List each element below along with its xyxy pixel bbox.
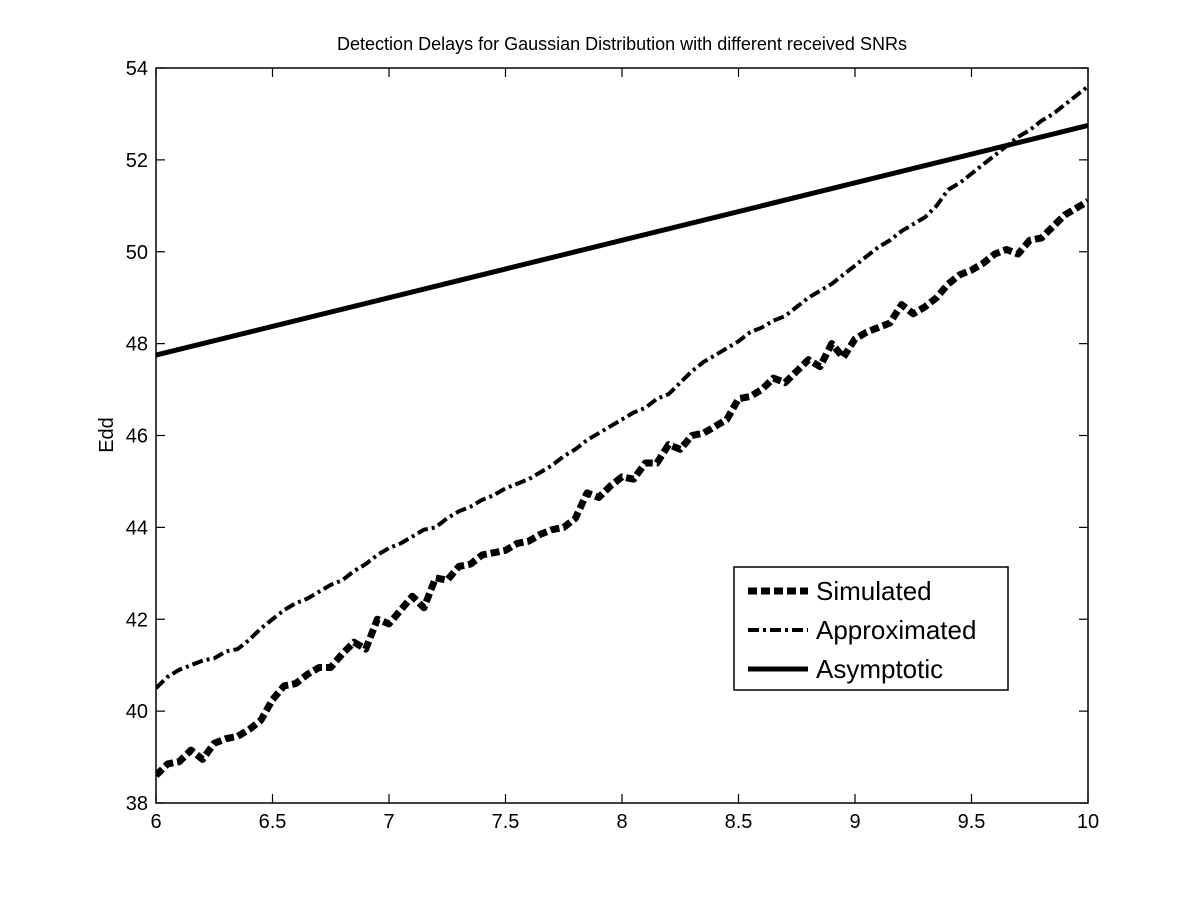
x-tick-label: 10 — [1077, 811, 1099, 833]
series-layer — [156, 84, 1088, 778]
y-tick-label: 42 — [126, 609, 148, 631]
y-tick-label: 40 — [126, 701, 148, 723]
y-tick-label: 52 — [126, 150, 148, 172]
legend-label-asymptotic: Asymptotic — [816, 654, 943, 684]
plot-frame — [155, 67, 1089, 804]
y-axis-label: Edd — [96, 417, 118, 453]
series-line-asymptotic — [156, 122, 1088, 358]
chart-title: Detection Delays for Gaussian Distributi… — [337, 34, 907, 54]
legend: Simulated Approximated Asymptotic — [733, 566, 1009, 691]
y-tick-label: 54 — [126, 58, 148, 80]
x-tick-label: 8.5 — [725, 811, 753, 833]
x-tick-label: 7 — [383, 811, 394, 833]
y-tick-label: 44 — [126, 517, 148, 539]
y-tick-label: 48 — [126, 334, 148, 356]
x-tick-label: 7.5 — [492, 811, 520, 833]
axis-ticks: 6 6.5 7 7.5 8 8.5 9 9.5 10 38 40 42 44 46 48 50 52 54 — [126, 58, 1099, 833]
x-tick-label: 8 — [616, 811, 627, 833]
y-tick-label: 38 — [126, 793, 148, 815]
y-tick-label: 46 — [126, 426, 148, 448]
legend-label-simulated: Simulated — [816, 576, 932, 606]
x-tick-label: 9.5 — [958, 811, 986, 833]
legend-label-approximated: Approximated — [816, 615, 976, 645]
y-tick-label: 50 — [126, 242, 148, 264]
series-line-simulated — [156, 198, 1088, 778]
series-line-approximated — [156, 84, 1088, 690]
x-tick-label: 6.5 — [259, 811, 287, 833]
x-tick-label: 9 — [849, 811, 860, 833]
x-tick-label: 6 — [150, 811, 161, 833]
